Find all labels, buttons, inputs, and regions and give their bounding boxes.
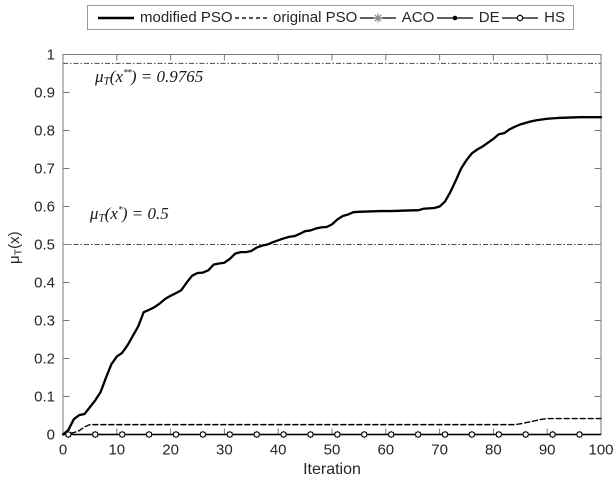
y-tick-label: 0.3 (34, 313, 55, 330)
legend-sample-circle-marker (502, 14, 539, 21)
open-circle-marker (576, 431, 583, 438)
open-circle-marker (92, 431, 99, 438)
x-axis-label: Iteration (303, 461, 361, 478)
open-circle-marker (388, 431, 395, 438)
y-tick-label: 0 (47, 427, 55, 444)
legend-item-original-pso: original PSO (233, 9, 357, 26)
x-tick-label: 0 (59, 442, 67, 459)
axes: 0 10 20 30 40 50 60 70 80 90 100 0 0.1 0.2 0.3 0.4 0.5 0.… (34, 47, 613, 459)
open-circle-marker (441, 431, 449, 438)
legend-sample-solid-line (98, 16, 134, 19)
series-line (61, 116, 603, 436)
open-circle-marker (172, 431, 180, 438)
open-circle-marker (414, 431, 422, 438)
legend: modified PSO original PSO ACO (87, 5, 574, 30)
annotation-lower-refline: μT(x*) = 0.5 (89, 204, 169, 225)
y-tick-label: 0.8 (34, 123, 55, 140)
x-tick-label: 70 (431, 442, 448, 459)
x-tick-label: 10 (108, 442, 125, 459)
x-tick-label: 60 (377, 442, 394, 459)
open-circle-marker (119, 431, 126, 438)
x-tick-label: 30 (216, 442, 233, 459)
open-circle-marker (334, 431, 341, 438)
legend-label: ACO (401, 9, 435, 26)
y-tick-label: 1 (47, 47, 55, 64)
x-tick-label: 80 (485, 442, 502, 459)
legend-sample-dot-marker (436, 15, 473, 20)
legend-label: HS (544, 9, 565, 26)
open-circle-marker (549, 431, 556, 438)
x-tick-label: 50 (324, 442, 341, 459)
legend-label: DE (478, 9, 500, 26)
y-tick-label: 0.7 (34, 161, 55, 178)
y-tick-label: 0.4 (34, 275, 55, 292)
y-tick-label: 0.5 (34, 237, 55, 254)
series-original-pso (62, 417, 602, 436)
legend-item-aco: ACO (358, 9, 435, 26)
open-circle-marker (307, 431, 314, 438)
open-circle-marker (145, 431, 153, 438)
legend-sample-dashed-line (235, 16, 268, 19)
reflines (63, 62, 601, 245)
y-axis-label: μT(x) (6, 231, 25, 264)
y-tick-label: 0.6 (34, 199, 55, 216)
open-circle-marker (522, 431, 529, 438)
open-circle-marker (226, 431, 233, 438)
x-tick-label: 100 (588, 442, 613, 459)
open-circle-marker (468, 431, 475, 438)
series-line (62, 417, 602, 436)
y-tick-label: 0.2 (34, 351, 55, 368)
y-tick-label: 0.9 (34, 85, 55, 102)
open-circle-marker (361, 431, 368, 438)
legend-item-de: DE (435, 9, 500, 26)
open-circle-marker (199, 431, 206, 438)
x-tick-label: 90 (539, 442, 556, 459)
legend-label: modified PSO (140, 9, 233, 26)
y-tick-label: 0.1 (34, 389, 55, 406)
series-modified-pso (61, 116, 603, 436)
legend-label: original PSO (273, 9, 358, 26)
legend-item-modified-pso: modified PSO (96, 9, 233, 26)
x-tick-label: 20 (162, 442, 179, 459)
open-circle-marker (495, 431, 502, 438)
annotation-upper-refline: μT(x**) = 0.9765 (95, 66, 204, 88)
open-circle-marker (280, 431, 287, 438)
x-tick-label: 40 (270, 442, 287, 459)
series-hs (63, 431, 601, 438)
legend-item-hs: HS (500, 9, 565, 26)
open-circle-marker (65, 431, 72, 438)
legend-sample-asterisk-marker (359, 13, 396, 22)
open-circle-marker (253, 431, 260, 438)
